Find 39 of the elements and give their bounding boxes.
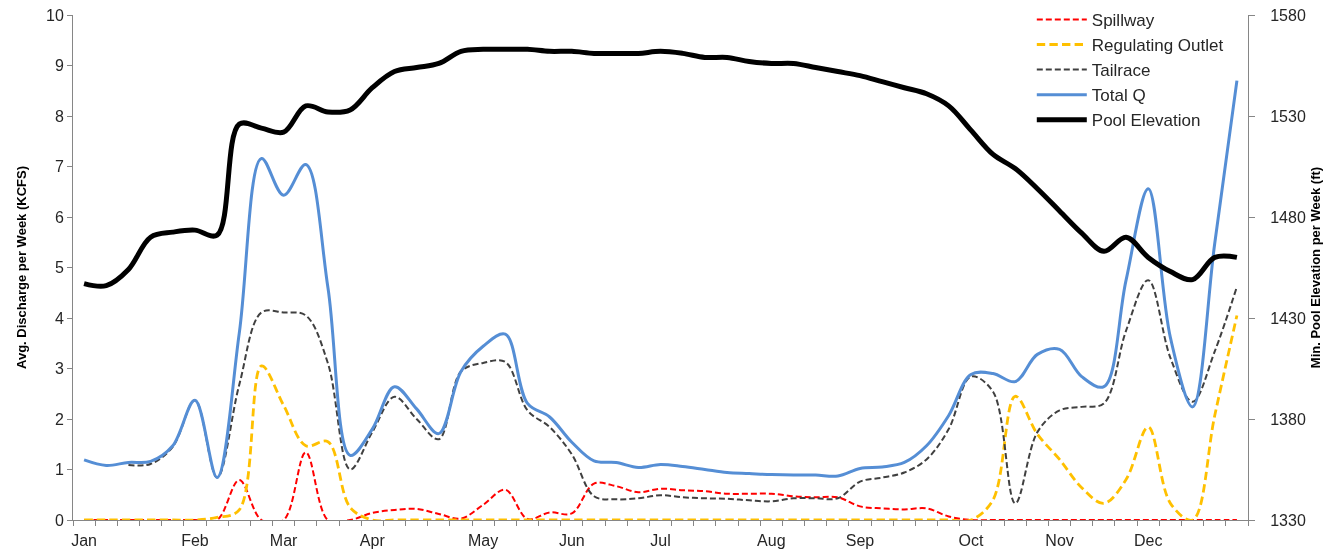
- legend-label: Regulating Outlet: [1091, 36, 1224, 56]
- x-tick-label: May: [468, 532, 499, 550]
- line-series: [82, 314, 1239, 520]
- y-tick-label: 8: [54, 107, 64, 125]
- legend-label: Pool Elevation: [1091, 111, 1201, 131]
- y-axis-title: Avg. Discharge per Week (KCFS): [13, 166, 29, 369]
- x-tick-label: Oct: [958, 532, 984, 550]
- y2-tick-label: 1480: [1270, 208, 1306, 226]
- x-tick-label: Jul: [650, 532, 671, 550]
- legend-label: Total Q: [1091, 86, 1146, 106]
- x-tick-label: Sep: [845, 532, 875, 550]
- y2-tick-label: 1330: [1270, 511, 1306, 529]
- y-tick-label: 10: [46, 6, 64, 24]
- y2-tick-label: 1530: [1270, 107, 1306, 125]
- y2-tick-label: 1380: [1270, 410, 1306, 428]
- x-tick-label: Apr: [359, 532, 386, 550]
- y-tick-label: 4: [54, 309, 64, 327]
- x-tick-label: Aug: [757, 532, 786, 550]
- x-tick-label: Feb: [181, 532, 209, 550]
- y2-tick-label: 1430: [1270, 309, 1306, 327]
- y-tick-label: 5: [54, 259, 64, 277]
- x-tick-label: Mar: [269, 532, 299, 550]
- y-tick-label: 0: [54, 511, 64, 529]
- x-tick-label: Nov: [1045, 532, 1074, 550]
- y-tick-label: 6: [54, 208, 64, 226]
- legend-label: Spillway: [1091, 11, 1155, 31]
- y2-tick-label: 1580: [1270, 6, 1306, 24]
- y-tick-label: 3: [54, 360, 64, 378]
- x-tick-label: Jun: [558, 532, 585, 550]
- y-tick-label: 1: [54, 461, 64, 479]
- y-tick-label: 7: [54, 158, 64, 176]
- y2-axis-title: Min. Pool Elevation per Week (ft): [1308, 166, 1324, 369]
- x-tick-label: Dec: [1134, 532, 1163, 550]
- y-tick-label: 2: [54, 410, 64, 428]
- x-tick-label: Jan: [71, 532, 97, 550]
- line-series: [82, 79, 1239, 480]
- line-series: [127, 279, 1238, 505]
- legend-label: Tailrace: [1091, 61, 1151, 81]
- y-tick-label: 9: [54, 57, 64, 75]
